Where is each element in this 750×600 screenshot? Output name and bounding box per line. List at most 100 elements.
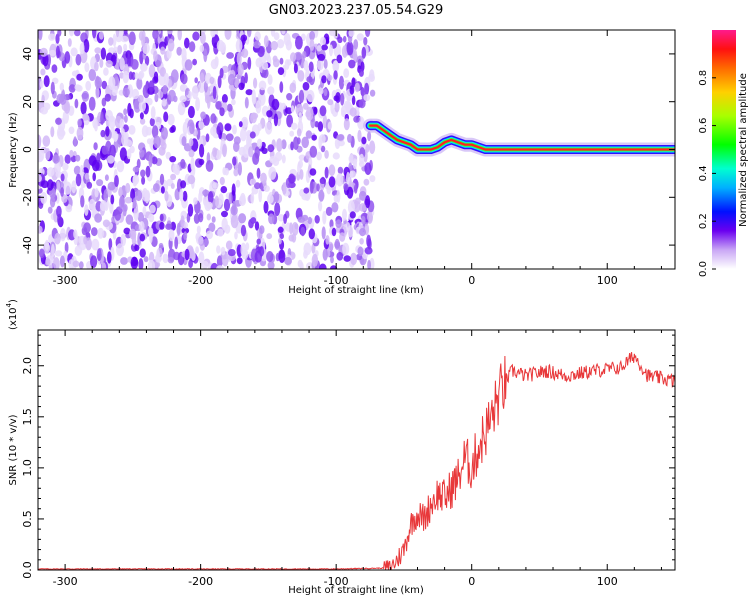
- noise-blob: [270, 40, 278, 51]
- noise-blob: [38, 225, 43, 234]
- noise-blob: [46, 179, 54, 191]
- noise-blob: [285, 107, 293, 115]
- noise-blob: [113, 131, 118, 142]
- noise-blob: [217, 75, 222, 89]
- noise-blob: [238, 82, 245, 91]
- noise-blob: [227, 249, 236, 257]
- noise-blob: [278, 249, 286, 263]
- snr-line-layer: [38, 352, 675, 570]
- noise-blob: [151, 125, 159, 139]
- noise-blob: [364, 82, 370, 95]
- noise-blob: [327, 121, 333, 130]
- colorbar-tick-label: 0.4: [698, 165, 709, 181]
- noise-blob: [299, 169, 304, 180]
- noise-blob: [206, 213, 211, 221]
- noise-blob: [221, 210, 228, 218]
- noise-blob: [221, 217, 228, 231]
- noise-blob: [221, 94, 228, 104]
- noise-blob: [296, 128, 302, 137]
- noise-blob: [244, 72, 248, 84]
- snr-scale-close: ): [8, 299, 19, 303]
- noise-blob: [255, 100, 262, 114]
- noise-blob: [144, 96, 149, 104]
- noise-blob: [144, 55, 150, 66]
- noise-blob: [38, 30, 43, 41]
- noise-blob: [75, 54, 82, 66]
- noise-blob: [98, 31, 104, 40]
- snr-frame: [37, 329, 676, 571]
- noise-blob: [160, 186, 165, 194]
- noise-blob: [180, 158, 186, 169]
- noise-blob: [328, 164, 336, 176]
- noise-blob: [331, 227, 337, 237]
- noise-blob: [266, 233, 273, 240]
- snr-x-axis: -300 -200 -100 0 100: [37, 330, 662, 588]
- noise-blob: [96, 152, 101, 163]
- noise-blob: [150, 106, 156, 120]
- noise-blob: [188, 259, 194, 269]
- spectrogram-y-tick-label: 40: [21, 47, 34, 61]
- noise-blob: [93, 142, 98, 151]
- noise-blob: [149, 117, 155, 127]
- noise-blob: [238, 146, 246, 156]
- spectrogram-noise: [38, 30, 376, 269]
- noise-blob: [361, 136, 367, 145]
- noise-blob: [317, 121, 324, 132]
- noise-blob: [307, 216, 313, 225]
- noise-blob: [309, 38, 315, 51]
- spectrogram-y-axis: -40 -20 0 20 40: [21, 29, 675, 270]
- noise-blob: [84, 62, 90, 73]
- noise-blob: [266, 251, 274, 263]
- noise-blob: [308, 61, 314, 73]
- snr-x-tick-label: 0: [468, 575, 475, 588]
- noise-blob: [316, 183, 320, 192]
- noise-blob: [162, 253, 169, 264]
- noise-blob: [80, 195, 85, 208]
- spectrogram-y-tick-label: -20: [21, 188, 34, 206]
- noise-blob: [235, 39, 243, 53]
- noise-blob: [250, 112, 259, 120]
- noise-blob: [68, 30, 75, 37]
- noise-blob: [139, 149, 145, 158]
- noise-blob: [214, 56, 219, 67]
- noise-blob: [199, 143, 205, 158]
- noise-blob: [70, 47, 78, 57]
- noise-blob: [267, 86, 275, 95]
- noise-blob: [84, 204, 89, 217]
- noise-blob: [314, 121, 319, 128]
- noise-blob: [135, 189, 143, 202]
- noise-blob: [348, 59, 356, 69]
- noise-blob: [358, 99, 366, 109]
- noise-blob: [217, 228, 224, 237]
- noise-blob: [198, 158, 205, 166]
- noise-blob: [94, 61, 99, 72]
- noise-blob: [151, 236, 158, 248]
- noise-blob: [122, 87, 130, 97]
- noise-blob: [336, 173, 344, 187]
- noise-blob: [108, 37, 114, 46]
- noise-blob: [238, 195, 246, 206]
- noise-blob: [235, 179, 241, 188]
- noise-blob: [349, 153, 354, 164]
- noise-blob: [88, 155, 97, 166]
- noise-blob: [139, 221, 145, 232]
- noise-blob: [95, 87, 100, 99]
- noise-blob: [297, 70, 305, 82]
- noise-blob: [224, 30, 232, 40]
- noise-blob: [109, 144, 116, 159]
- noise-blob: [367, 211, 373, 222]
- noise-blob: [347, 133, 353, 143]
- noise-blob: [125, 182, 131, 194]
- noise-blob: [320, 145, 326, 153]
- noise-blob: [206, 95, 211, 109]
- noise-blob: [281, 139, 287, 150]
- noise-blob: [40, 192, 48, 204]
- noise-blob: [232, 200, 236, 214]
- noise-blob: [215, 149, 222, 160]
- noise-blob: [216, 245, 221, 254]
- noise-blob: [188, 149, 195, 158]
- noise-blob: [122, 205, 127, 217]
- noise-blob: [286, 114, 293, 128]
- noise-blob: [132, 166, 140, 173]
- noise-blob: [123, 108, 128, 116]
